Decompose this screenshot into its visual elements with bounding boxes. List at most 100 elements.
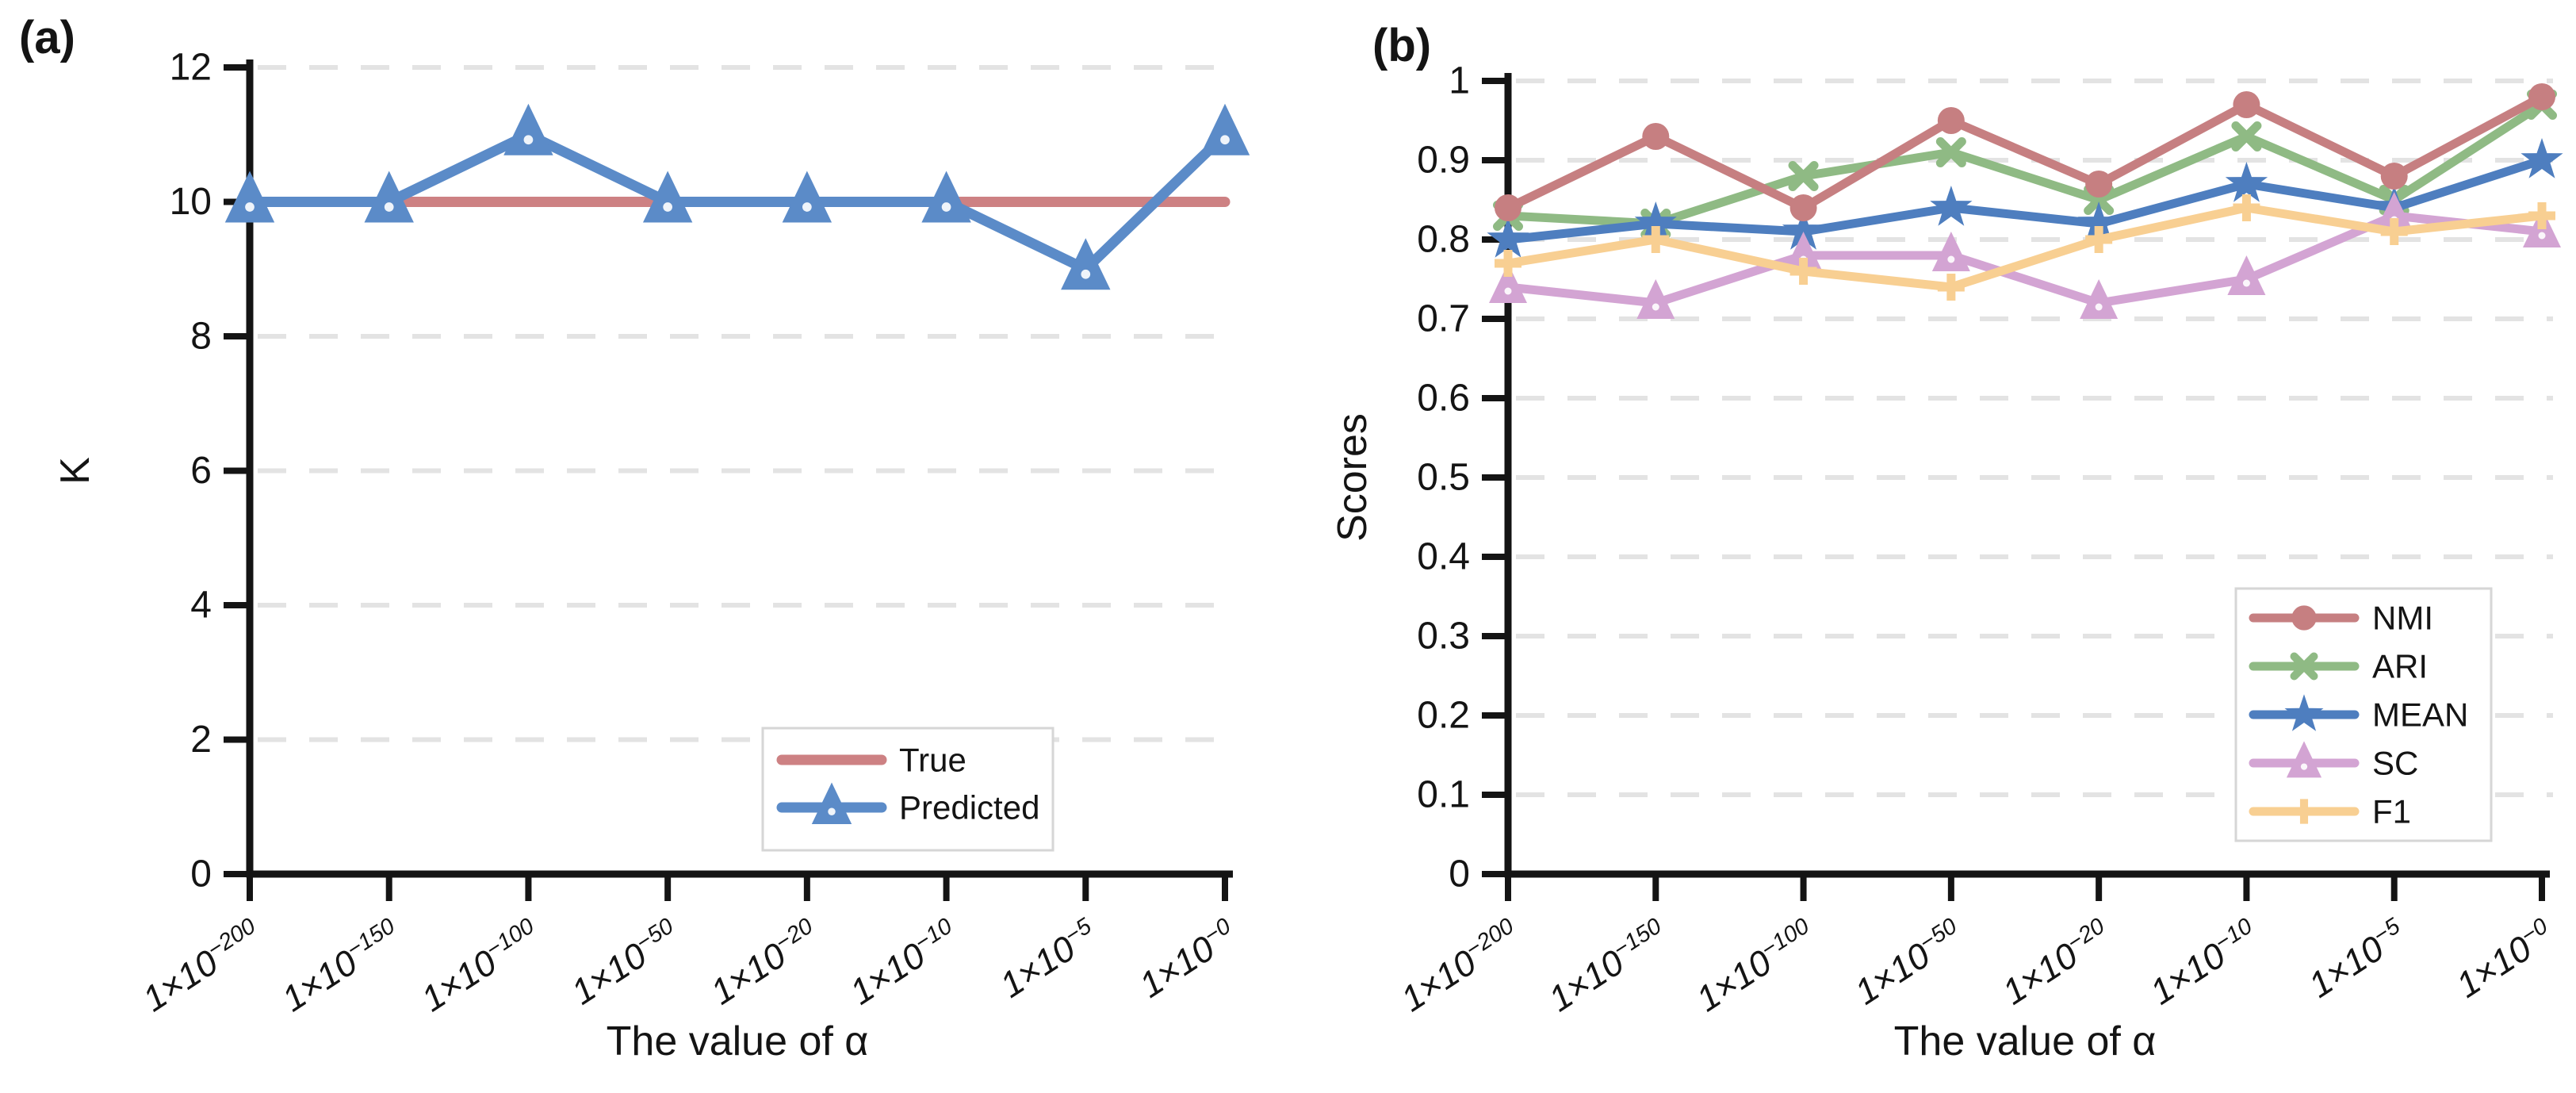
triangle-marker (642, 171, 693, 223)
y-tick-label: 0.8 (1417, 219, 1470, 261)
triangle-marker (1636, 279, 1675, 319)
x-tick-label: 1×10−20 (1996, 914, 2118, 1013)
circle-marker (1642, 123, 1670, 150)
y-tick-label: 0.9 (1417, 140, 1470, 182)
series-SC (1489, 192, 2561, 319)
y-tick-label: 0 (190, 853, 212, 895)
star-marker (2284, 694, 2324, 731)
panel-b: (b) 0 0.1 0.2 0.3 0.4 0.5 0.6 0.7 0.8 0.9 1 1×10−20… (1288, 0, 2576, 1093)
circle-marker (1937, 107, 1965, 134)
legend-item-MEAN: MEAN (2249, 694, 2468, 734)
x-tick-label: 1×10−150 (275, 914, 408, 1020)
triangle-marker-center-dot (1504, 287, 1512, 295)
x-axis-title: The value of α (607, 1018, 869, 1064)
plus-marker (1937, 274, 1965, 301)
triangle-marker (921, 171, 971, 223)
series-F1 (1495, 194, 2555, 301)
series-line (1503, 100, 2547, 228)
plus-marker (1642, 226, 1670, 253)
triangle-marker (1784, 232, 1823, 271)
y-tick-label: 10 (170, 181, 212, 223)
star-marker (1634, 201, 1677, 242)
triangle-marker-center-dot (2300, 763, 2308, 770)
x-tick-label: 1×10−10 (2143, 914, 2265, 1013)
x-tick-label: 1×10−50 (565, 914, 687, 1013)
triangle-marker-center-dot (523, 135, 534, 145)
triangle-marker (811, 782, 852, 824)
series-line (1503, 203, 2547, 292)
triangle-marker-center-dot (2242, 279, 2250, 287)
triangle-marker (2080, 279, 2119, 319)
triangle-marker-center-dot (1081, 269, 1091, 279)
triangle-marker-center-dot (663, 202, 672, 212)
series-NMI (1495, 83, 2555, 221)
star-marker (1487, 217, 1529, 258)
y-tick-label: 4 (190, 585, 212, 627)
y-axis-ticks: 0 2 4 6 8 10 12 (170, 47, 249, 895)
y-tick-label: 6 (190, 450, 212, 492)
x-marker (2290, 652, 2318, 681)
plus-marker (2528, 202, 2555, 229)
x-tick-label: 1×10−200 (136, 914, 269, 1020)
legend: True Predicted (761, 727, 1055, 852)
x-tick-label: 1×10−20 (703, 914, 825, 1013)
triangle-marker (1200, 103, 1250, 155)
triangle-marker-center-dot (802, 202, 812, 212)
plus-marker (1495, 250, 1521, 277)
x-marker (1788, 161, 1819, 191)
x-tick-label: 1×10−100 (414, 914, 547, 1020)
plus-marker (2233, 194, 2260, 221)
legend-label: Predicted (899, 789, 1039, 826)
triangle-marker (782, 171, 833, 223)
series-line (244, 129, 1231, 274)
triangle-marker (1931, 232, 1970, 271)
triangle-marker (2286, 741, 2322, 778)
x-tick-label: 1×10−5 (2302, 913, 2413, 1005)
legend-item-ARI: ARI (2249, 648, 2428, 685)
x-axis-title: The value of α (1894, 1018, 2157, 1064)
triangle-marker (1489, 263, 1527, 303)
x-tick-label: 1×10−50 (1847, 914, 1969, 1013)
triangle-marker (2375, 192, 2413, 232)
y-tick-label: 0.1 (1417, 774, 1470, 816)
triangle-marker-center-dot (2095, 303, 2103, 311)
y-tick-label: 0.2 (1417, 695, 1470, 737)
x-marker (2231, 121, 2262, 151)
circle-marker (2380, 163, 2408, 190)
plus-marker (2380, 218, 2408, 245)
triangle-marker-center-dot (384, 202, 394, 212)
triangle-marker-center-dot (1220, 135, 1230, 145)
legend-item-True: True (776, 742, 966, 779)
series-line (1503, 92, 2547, 213)
triangle-marker-center-dot (941, 202, 951, 212)
panel-b-label: (b) (1372, 20, 1432, 71)
y-axis-title: Scores (1330, 413, 1376, 542)
x-marker (1935, 137, 1966, 167)
legend-label: SC (2372, 745, 2418, 782)
legend-label: MEAN (2372, 696, 2468, 734)
y-tick-label: 2 (190, 719, 212, 761)
circle-marker (2291, 605, 2317, 631)
gridlines (258, 65, 1236, 742)
y-tick-label: 8 (190, 316, 212, 358)
star-marker (2520, 138, 2563, 178)
legend-item-F1: F1 (2249, 793, 2411, 830)
triangle-marker (224, 171, 275, 223)
x-tick-label: 1×10−0 (1132, 914, 1244, 1006)
circle-marker (1789, 194, 1817, 221)
x-tick-label: 1×10−200 (1394, 914, 1527, 1020)
y-axis-title: K (52, 457, 98, 485)
legend-label: F1 (2372, 793, 2411, 830)
triangle-marker-center-dot (245, 202, 255, 212)
y-tick-label: 1 (1449, 60, 1470, 102)
legend: NMI ARI MEAN SC F1 (2234, 587, 2493, 842)
y-tick-label: 0 (1449, 853, 1470, 895)
plus-marker (2085, 226, 2113, 253)
legend-label: NMI (2372, 600, 2433, 637)
panel-b-chart: 00.10.20.30.40.50.60.70.80.911×10−2001×1… (1330, 60, 2563, 1064)
y-axis-ticks: 0 0.1 0.2 0.3 0.4 0.5 0.6 0.7 0.8 0.9 1 (1417, 60, 1507, 895)
y-tick-label: 0.4 (1417, 536, 1470, 578)
